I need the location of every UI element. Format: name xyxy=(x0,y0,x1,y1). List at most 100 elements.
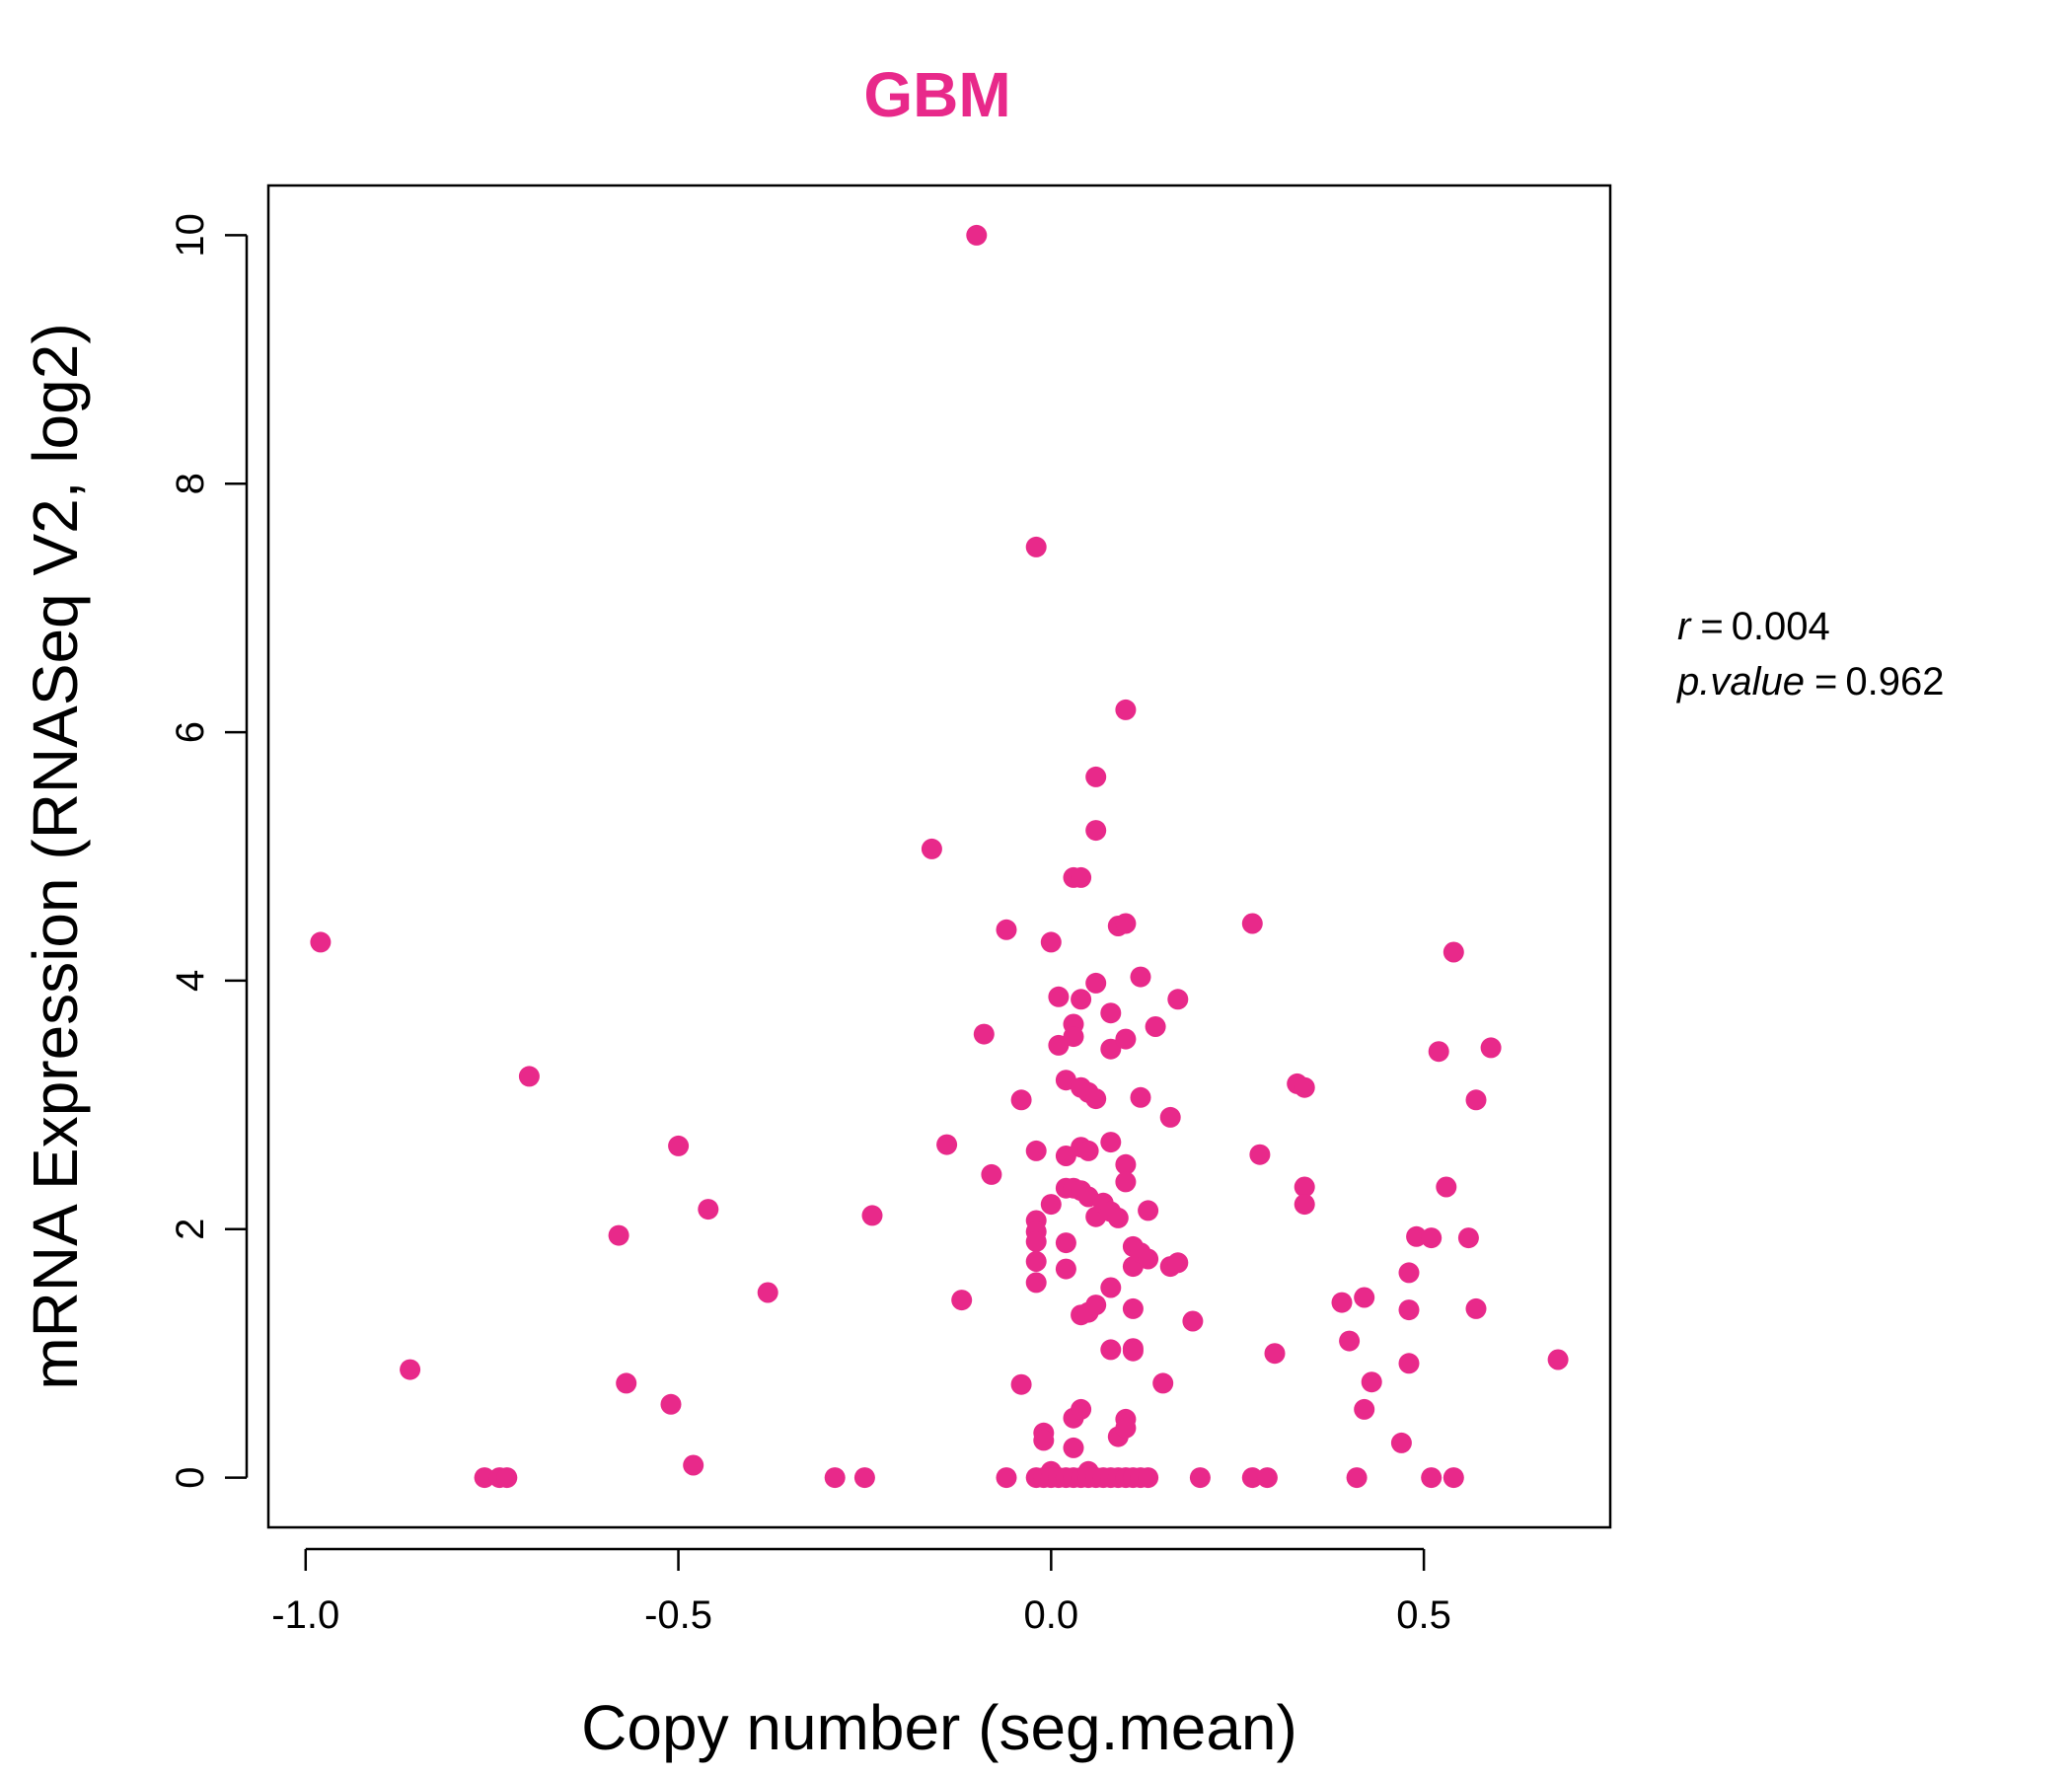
data-point xyxy=(1107,1207,1129,1228)
points-layer xyxy=(310,224,1569,1489)
data-point xyxy=(1241,1467,1263,1489)
data-point xyxy=(1145,1016,1166,1037)
p-value: 0.962 xyxy=(1845,660,1944,703)
data-point xyxy=(1167,989,1189,1010)
p-equals: = xyxy=(1814,660,1837,703)
data-point xyxy=(1443,941,1464,963)
data-point xyxy=(1294,1194,1315,1216)
data-point xyxy=(1421,1467,1443,1489)
data-point xyxy=(518,1066,540,1087)
data-point xyxy=(1294,1076,1315,1098)
x-tick-label: -0.5 xyxy=(644,1593,712,1637)
data-point xyxy=(936,1134,958,1155)
y-tick-label: 6 xyxy=(169,721,212,743)
data-point xyxy=(683,1454,704,1476)
data-point xyxy=(400,1359,421,1380)
data-point xyxy=(1085,1295,1107,1316)
data-point xyxy=(981,1163,1002,1185)
data-point xyxy=(1294,1176,1315,1198)
data-point xyxy=(861,1205,883,1226)
data-point xyxy=(951,1290,973,1311)
data-point xyxy=(1457,1227,1479,1249)
data-point xyxy=(1189,1467,1211,1489)
data-point xyxy=(1421,1227,1443,1249)
data-point xyxy=(1077,1140,1099,1161)
data-point xyxy=(1063,1437,1084,1458)
r-equals: = xyxy=(1700,605,1723,648)
chart-title: GBM xyxy=(863,59,1010,130)
data-point xyxy=(1063,1026,1084,1048)
data-point xyxy=(1138,1467,1159,1489)
y-tick-label: 2 xyxy=(169,1219,212,1240)
data-point xyxy=(1055,1258,1076,1280)
data-point xyxy=(1167,1252,1189,1274)
data-point xyxy=(1465,1089,1487,1111)
data-point xyxy=(921,838,942,859)
y-tick-label: 10 xyxy=(169,213,212,257)
data-point xyxy=(973,1023,995,1045)
x-tick-label: -1.0 xyxy=(271,1593,339,1637)
data-point xyxy=(310,931,332,953)
x-axis-label: Copy number (seg.mean) xyxy=(581,1692,1297,1763)
data-point xyxy=(1361,1371,1382,1393)
data-point xyxy=(1159,1106,1181,1128)
data-point xyxy=(1040,931,1062,953)
data-point xyxy=(1115,1028,1137,1050)
y-tick-label: 8 xyxy=(169,473,212,494)
data-point xyxy=(1346,1467,1368,1489)
data-point xyxy=(1443,1467,1464,1489)
y-tick-label: 4 xyxy=(169,970,212,992)
data-point xyxy=(1100,1132,1122,1153)
data-point xyxy=(1055,1232,1076,1254)
data-point xyxy=(1010,1089,1032,1111)
data-point xyxy=(1025,1230,1047,1252)
data-point xyxy=(1138,1200,1159,1221)
data-point xyxy=(1465,1297,1487,1319)
data-point xyxy=(1071,1398,1092,1420)
data-point xyxy=(1025,1140,1047,1161)
data-point xyxy=(1398,1299,1420,1321)
data-point xyxy=(1256,1467,1278,1489)
data-point xyxy=(1100,1277,1122,1298)
data-point xyxy=(1085,766,1107,787)
y-tick-label: 0 xyxy=(169,1467,212,1489)
data-point xyxy=(1100,1339,1122,1361)
data-point xyxy=(1354,1398,1375,1420)
data-point xyxy=(853,1467,875,1489)
data-point xyxy=(474,1467,495,1489)
data-point xyxy=(1354,1287,1375,1308)
data-point xyxy=(1071,989,1092,1010)
data-point xyxy=(1071,866,1092,888)
data-point xyxy=(1249,1144,1271,1165)
data-point xyxy=(1547,1349,1569,1370)
data-point xyxy=(996,919,1017,940)
data-point xyxy=(1130,1086,1151,1108)
data-point xyxy=(1130,966,1151,988)
data-point xyxy=(1122,1297,1144,1319)
data-point xyxy=(1100,1038,1122,1060)
data-point xyxy=(616,1372,637,1394)
x-axis: -1.0 -0.5 0.0 0.5 xyxy=(271,1547,1451,1637)
data-point xyxy=(1406,1225,1428,1247)
data-point xyxy=(698,1199,719,1221)
data-point xyxy=(1085,972,1107,994)
data-point xyxy=(1100,1002,1122,1024)
data-point xyxy=(996,1467,1017,1489)
data-point xyxy=(1115,699,1137,720)
data-point xyxy=(1428,1041,1449,1063)
data-point xyxy=(1055,1146,1076,1166)
data-point xyxy=(1115,1153,1137,1175)
y-axis-label: mRNA Expression (RNASeq V2, log2) xyxy=(20,323,91,1389)
data-point xyxy=(660,1393,682,1415)
plot-frame xyxy=(266,184,1612,1529)
data-point xyxy=(496,1467,518,1489)
data-point xyxy=(1010,1373,1032,1395)
data-point xyxy=(668,1135,690,1156)
data-point xyxy=(757,1282,778,1303)
r-value: 0.004 xyxy=(1732,605,1830,648)
data-point xyxy=(1085,820,1107,842)
stats-annotation: r = 0.004 p.value = 0.962 xyxy=(1676,605,1944,703)
y-axis: 0 2 4 6 8 10 xyxy=(169,213,249,1489)
data-point xyxy=(966,224,988,246)
